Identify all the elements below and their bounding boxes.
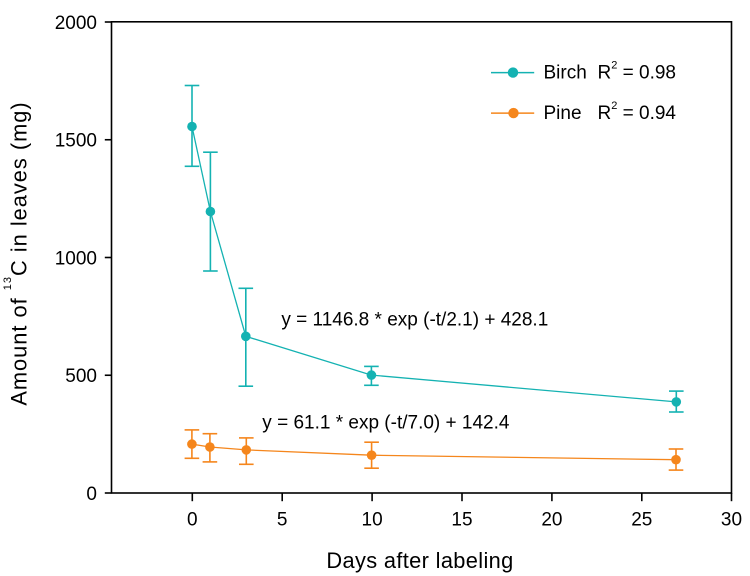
svg-text:Amount of 13C in leaves (mg): Amount of 13C in leaves (mg) — [2, 101, 32, 405]
svg-text:1000: 1000 — [55, 248, 97, 269]
svg-text:0: 0 — [187, 509, 198, 530]
svg-text:2000: 2000 — [55, 13, 97, 34]
svg-text:Days after labeling: Days after labeling — [326, 548, 513, 573]
svg-text:10: 10 — [362, 509, 383, 530]
svg-text:30: 30 — [721, 509, 742, 530]
svg-text:R2 = 0.98: R2 = 0.98 — [598, 60, 677, 84]
svg-text:15: 15 — [451, 509, 472, 530]
svg-text:y = 1146.8 * exp (-t/2.1) + 42: y = 1146.8 * exp (-t/2.1) + 428.1 — [281, 309, 548, 330]
svg-text:Birch: Birch — [544, 63, 587, 84]
svg-text:Pine: Pine — [544, 103, 582, 124]
svg-text:25: 25 — [631, 509, 652, 530]
svg-text:y = 61.1 * exp (-t/7.0) + 142.: y = 61.1 * exp (-t/7.0) + 142.4 — [262, 412, 510, 433]
svg-text:5: 5 — [277, 509, 288, 530]
svg-text:R2 = 0.94: R2 = 0.94 — [598, 100, 677, 124]
svg-text:1500: 1500 — [55, 131, 97, 152]
svg-text:0: 0 — [86, 484, 97, 505]
svg-text:20: 20 — [541, 509, 562, 530]
svg-text:500: 500 — [65, 366, 97, 387]
